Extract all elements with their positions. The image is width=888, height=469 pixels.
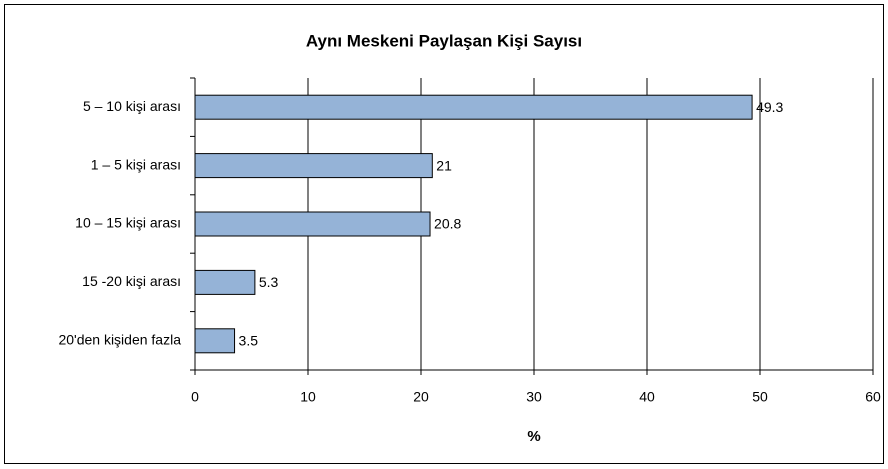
value-label: 5.3 [259, 274, 279, 290]
chart-frame [4, 4, 884, 464]
y-tick-label: 5 – 10 kişi arası [83, 98, 181, 114]
x-tick-label: 50 [752, 389, 768, 405]
bar [194, 94, 753, 120]
bar [194, 328, 236, 354]
y-tick-label: 10 – 15 kişi arası [75, 215, 181, 231]
value-label: 49.3 [756, 99, 783, 115]
bar [194, 211, 431, 237]
x-tick-label: 40 [639, 389, 655, 405]
value-label: 20.8 [434, 216, 461, 232]
x-tick-label: 20 [413, 389, 429, 405]
y-tick-label: 15 -20 kişi arası [82, 273, 181, 289]
x-tick-label: 10 [300, 389, 316, 405]
x-tick-label: 60 [865, 389, 881, 405]
chart-title: Aynı Meskeni Paylaşan Kişi Sayısı [306, 31, 582, 50]
x-tick-label: 0 [191, 389, 199, 405]
y-tick-label: 1 – 5 kişi arası [91, 156, 181, 172]
x-tick-label: 30 [526, 389, 542, 405]
value-label: 21 [436, 157, 452, 173]
bar [194, 153, 433, 179]
bar [194, 269, 256, 295]
value-label: 3.5 [239, 333, 259, 349]
x-axis-label: % [527, 428, 540, 445]
y-tick-label: 20'den kişiden fazla [58, 332, 181, 348]
